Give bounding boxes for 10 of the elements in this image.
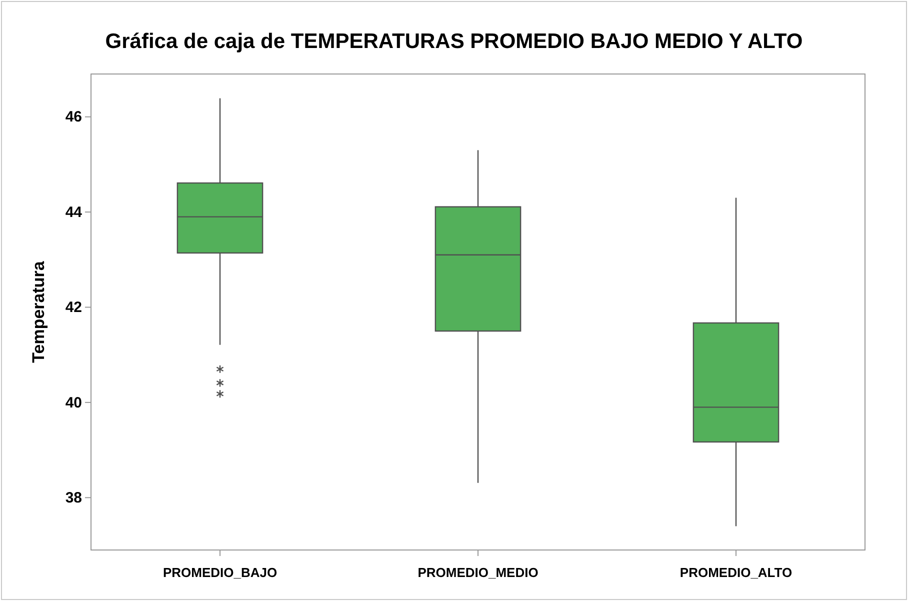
y-tick-label: 44 <box>65 204 83 221</box>
x-tick-label: PROMEDIO_MEDIO <box>418 565 538 580</box>
y-tick-label: 38 <box>65 489 82 506</box>
y-axis-title: Temperatura <box>29 260 48 363</box>
x-tick-label: PROMEDIO_ALTO <box>680 565 792 580</box>
x-tick-label: PROMEDIO_BAJO <box>162 565 278 580</box>
chart-title: Gráfica de caja de TEMPERATURAS PROMEDIO BAJO MEDIO Y ALTO <box>105 30 803 53</box>
y-tick-label: 46 <box>65 108 82 126</box>
y-tick-label: 40 <box>65 394 82 412</box>
y-tick-label: 42 <box>65 299 82 316</box>
